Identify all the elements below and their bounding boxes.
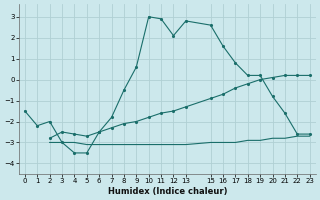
X-axis label: Humidex (Indice chaleur): Humidex (Indice chaleur) <box>108 187 227 196</box>
